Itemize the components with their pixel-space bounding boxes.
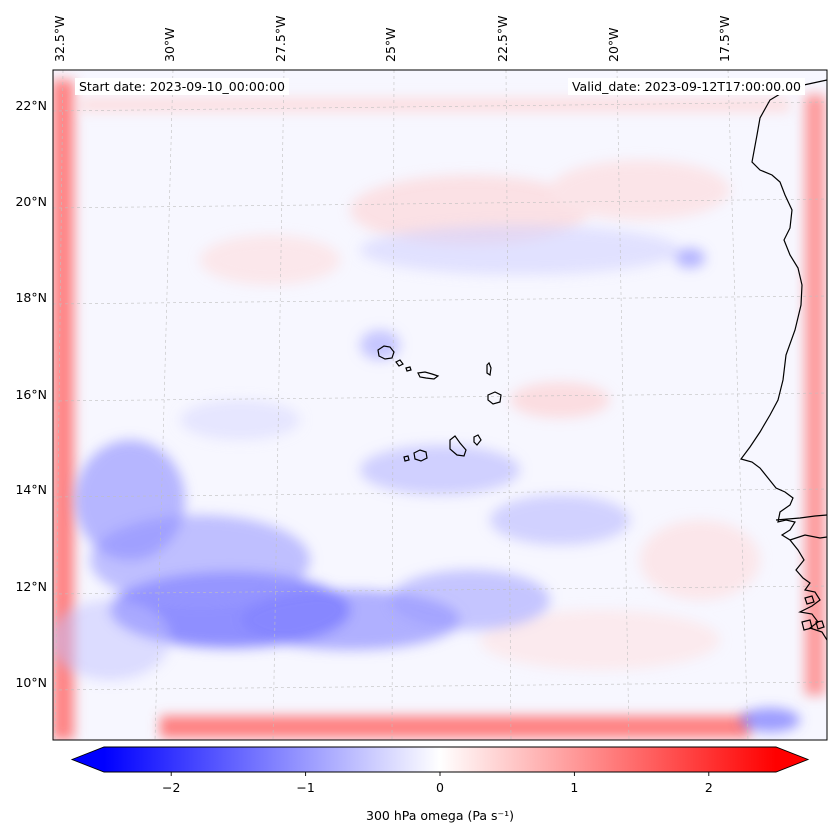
island-fogo <box>413 449 428 462</box>
longitude-label: 27.5°W <box>273 15 288 62</box>
longitude-label: 22.5°W <box>495 15 510 62</box>
africa-coastline <box>739 79 827 641</box>
latitude-label: 20°N <box>15 194 47 209</box>
island-brava <box>403 455 410 462</box>
coastlines <box>377 79 827 641</box>
island-santo-antao <box>377 345 395 360</box>
colorbar-extend-max <box>776 747 808 772</box>
longitude-label: 30°W <box>162 27 177 62</box>
latitude-label: 14°N <box>15 482 47 497</box>
colorbar-tick-label: 1 <box>570 780 579 795</box>
island-bijagos-3 <box>815 620 825 630</box>
latitude-label: 12°N <box>15 579 47 594</box>
gridlines <box>53 70 827 740</box>
island-sao-vicente <box>395 359 404 367</box>
colorbar-label: 300 hPa omega (Pa s⁻¹) <box>366 808 514 823</box>
island-boa-vista <box>487 391 502 405</box>
omega-field <box>53 70 827 740</box>
colorbar-gradient <box>104 747 776 772</box>
colorbar-tick-label: −1 <box>296 780 315 795</box>
latitude-label: 18°N <box>15 290 47 305</box>
colorbar-tick-label: 0 <box>436 780 444 795</box>
colorbar-outline <box>70 746 810 773</box>
island-bijagos-2 <box>801 619 813 631</box>
latitude-label: 22°N <box>15 98 47 113</box>
island-sao-nicolau <box>417 371 440 380</box>
start-date-label: Start date: 2023-09-10_00:00:00 <box>75 78 289 95</box>
latitude-label: 10°N <box>15 675 47 690</box>
colorbar-tick-label: 2 <box>704 780 713 795</box>
colorbar <box>70 746 810 776</box>
island-santa-luzia <box>405 366 412 372</box>
island-maio <box>473 434 482 446</box>
map-frame <box>52 69 828 741</box>
longitude-label: 25°W <box>383 27 398 62</box>
longitude-label: 20°W <box>606 27 621 62</box>
longitude-label: 32.5°W <box>52 15 67 62</box>
coast-estuary <box>789 534 827 541</box>
island-bijagos-1 <box>804 595 815 605</box>
longitude-label: 17.5°W <box>717 15 732 62</box>
valid-date-label: Valid_date: 2023-09-12T17:00:00.00 <box>567 78 805 95</box>
island-sal <box>486 361 492 377</box>
latitude-label: 16°N <box>15 387 47 402</box>
colorbar-tick-label: −2 <box>161 780 181 795</box>
coast-inlet <box>775 514 827 521</box>
colorbar-tick-marks <box>170 772 710 776</box>
colorbar-extend-min <box>72 747 104 772</box>
negative-omega-patches <box>53 225 800 732</box>
island-santiago <box>449 435 467 457</box>
boundary-bands <box>53 80 825 740</box>
